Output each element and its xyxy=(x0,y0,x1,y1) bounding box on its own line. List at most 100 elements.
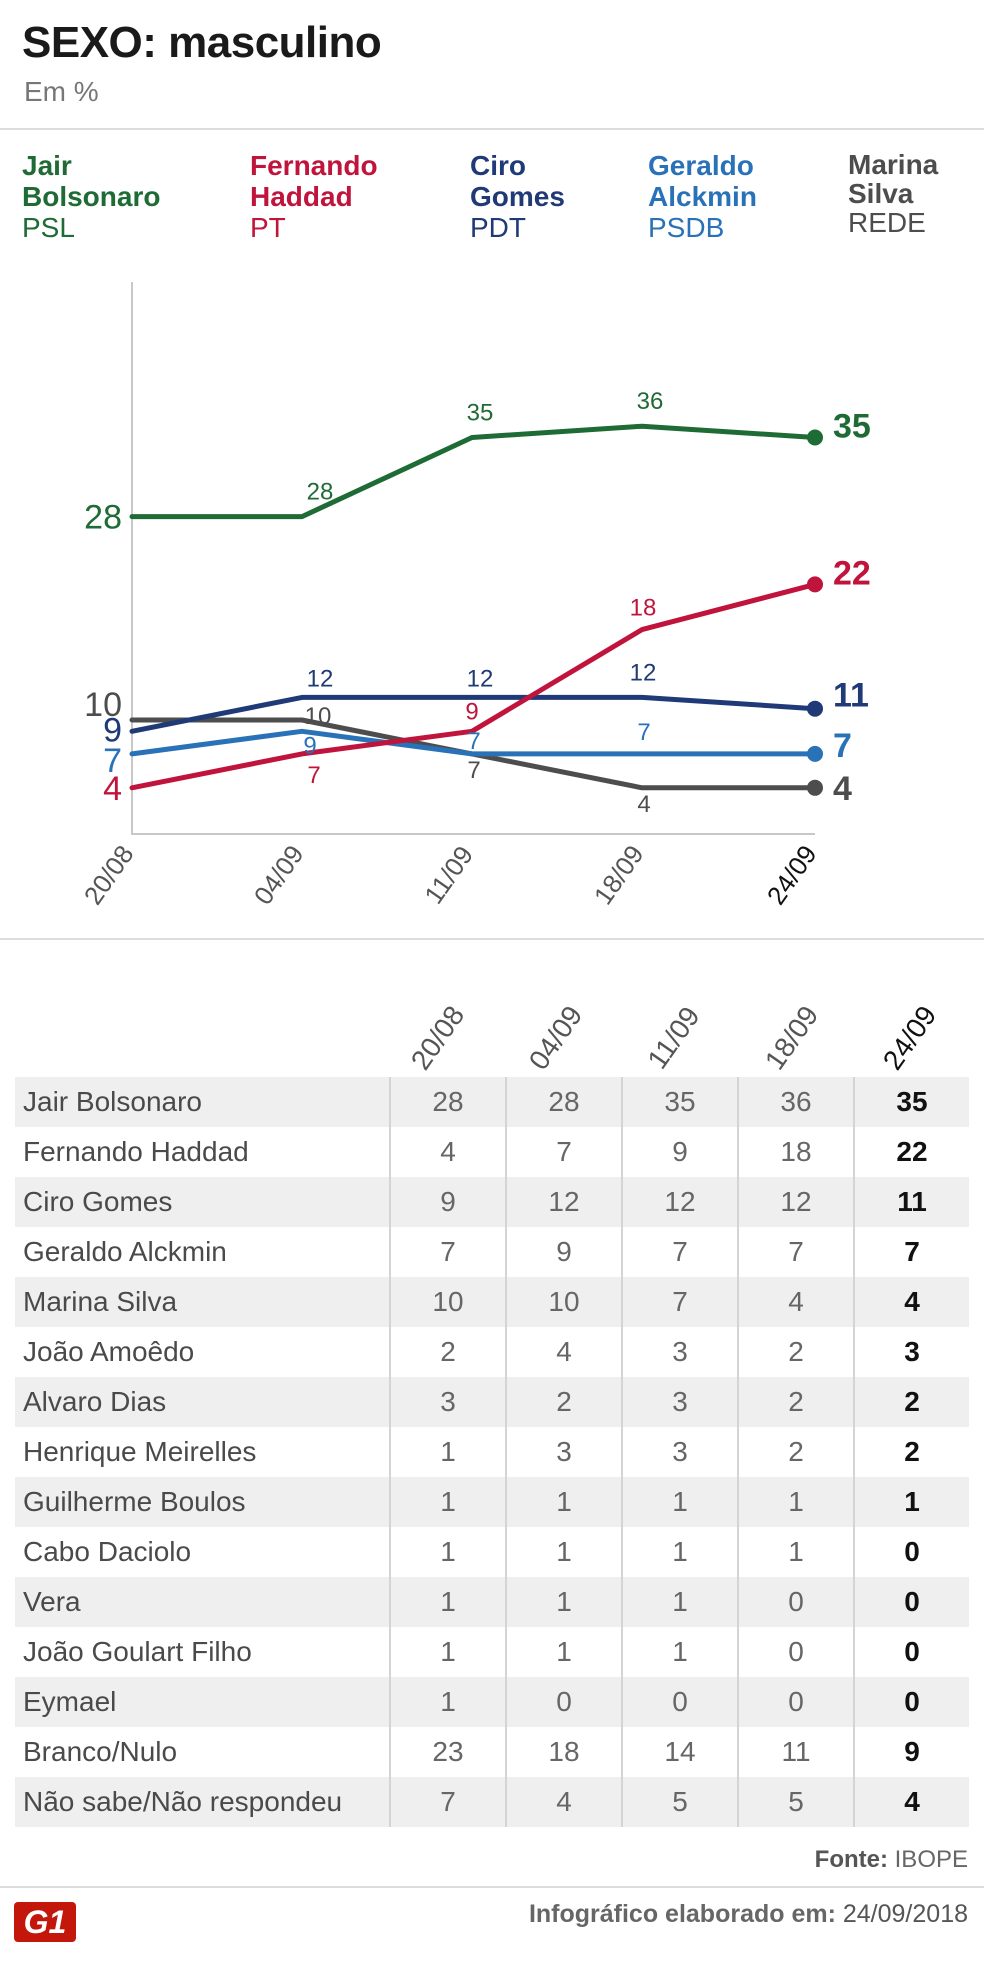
value-cell: 9 xyxy=(505,1227,622,1277)
value-cell: 10 xyxy=(505,1277,622,1327)
value-cell: 1 xyxy=(737,1527,854,1577)
value-cell: 1 xyxy=(621,1477,738,1527)
value-cell: 1 xyxy=(505,1477,622,1527)
page-title: SEXO: masculino xyxy=(22,18,382,67)
series-end-label: 22 xyxy=(833,554,871,592)
candidate-name-cell: Eymael xyxy=(15,1677,390,1727)
value-cell: 18 xyxy=(737,1127,854,1177)
legend-item-haddad: Fernando Haddad PT xyxy=(250,150,378,243)
candidate-name-cell: Marina Silva xyxy=(15,1277,390,1327)
value-cell: 3 xyxy=(621,1327,738,1377)
value-cell: 0 xyxy=(853,1527,969,1577)
value-cell: 4 xyxy=(737,1277,854,1327)
value-cell: 0 xyxy=(853,1577,969,1627)
value-cell: 0 xyxy=(737,1577,854,1627)
g1-logo: G1 xyxy=(14,1902,76,1942)
value-cell: 4 xyxy=(853,1277,969,1327)
credit-note: Infográfico elaborado em: 24/09/2018 xyxy=(528,1900,968,1928)
column-header: 04/09 xyxy=(522,1000,589,1076)
point-value-label: 35 xyxy=(467,400,494,427)
value-cell: 2 xyxy=(389,1327,506,1377)
footer-divider xyxy=(0,1886,984,1888)
chart-divider xyxy=(0,938,984,940)
value-cell: 14 xyxy=(621,1727,738,1777)
value-cell: 1 xyxy=(621,1527,738,1577)
series-end-label: 35 xyxy=(833,408,871,446)
value-cell: 2 xyxy=(853,1377,969,1427)
candidate-name-cell: Branco/Nulo xyxy=(23,1736,178,1767)
legend-item-marina: Marina Silva REDE xyxy=(848,150,938,237)
value-cell: 1 xyxy=(389,1677,506,1727)
series-start-label: 10 xyxy=(84,686,122,724)
table-row: Branco/Nulo 23 18 14 11 9 xyxy=(15,1727,969,1777)
value-cell: 1 xyxy=(737,1477,854,1527)
candidate-name-cell: Não sabe/Não respondeu xyxy=(15,1777,390,1827)
value-cell: 2 xyxy=(505,1377,622,1427)
candidate-name-cell: Guilherme Boulos xyxy=(15,1477,390,1527)
header-divider xyxy=(0,128,984,130)
value-cell: 11 xyxy=(853,1177,969,1227)
value-cell: 22 xyxy=(853,1127,969,1177)
value-cell: 0 xyxy=(505,1677,622,1727)
value-cell: 0 xyxy=(737,1627,854,1677)
legend-name: Jair Bolsonaro xyxy=(22,150,161,212)
value-cell: 1 xyxy=(505,1527,622,1577)
legend-name: Geraldo Alckmin xyxy=(648,150,757,212)
series-line xyxy=(129,423,818,520)
legend-party: PT xyxy=(250,212,286,243)
results-table: Jair Bolsonaro 28 28 35 36 35 Fernando Haddad 4… xyxy=(15,1077,969,1827)
point-value-label: 10 xyxy=(305,703,332,730)
source-note: Fonte: IBOPE xyxy=(814,1846,968,1873)
table-row: Vera 1 1 1 0 0 xyxy=(15,1577,969,1627)
value-cell: 9 xyxy=(389,1177,506,1227)
value-cell: 0 xyxy=(853,1627,969,1677)
value-cell: 9 xyxy=(621,1127,738,1177)
series-end-label: 11 xyxy=(833,677,869,715)
x-tick-label: 20/08 xyxy=(78,840,140,911)
legend-item-bolsonaro: Jair Bolsonaro PSL xyxy=(22,150,160,243)
value-cell: 5 xyxy=(621,1777,738,1827)
value-cell: 1 xyxy=(389,1627,506,1677)
value-cell: 0 xyxy=(621,1677,738,1727)
series-start-label: 9 xyxy=(103,711,122,749)
series-end-point xyxy=(807,779,823,796)
point-value-label: 28 xyxy=(307,479,334,506)
table-row: Não sabe/Não respondeu 7 4 5 5 4 xyxy=(15,1777,969,1827)
point-value-label: 12 xyxy=(307,665,334,692)
legend-name: Ciro Gomes xyxy=(470,150,565,212)
value-cell: 7 xyxy=(389,1777,506,1827)
candidate-name-cell: Cabo Daciolo xyxy=(23,1536,192,1567)
candidate-name-cell: Jair Bolsonaro xyxy=(15,1077,390,1127)
legend-name: Marina Silva xyxy=(848,149,939,209)
value-cell: 3 xyxy=(621,1427,738,1477)
point-value-label: 7 xyxy=(637,719,650,746)
value-cell: 35 xyxy=(853,1077,969,1127)
value-cell: 1 xyxy=(505,1577,622,1627)
table-row: Alvaro Dias 3 2 3 2 2 xyxy=(15,1377,969,1427)
x-tick-label: 11/09 xyxy=(418,840,479,909)
candidate-name-cell: João Goulart Filho xyxy=(23,1636,252,1667)
series-start-label: 4 xyxy=(103,770,122,808)
x-tick-label: 18/09 xyxy=(588,840,650,911)
page-subtitle: Em % xyxy=(24,76,99,107)
candidate-name-cell: Ciro Gomes xyxy=(15,1177,390,1227)
value-cell: 7 xyxy=(389,1227,506,1277)
point-value-label: 7 xyxy=(467,728,480,755)
value-cell: 4 xyxy=(505,1777,622,1827)
point-value-label: 36 xyxy=(637,388,664,415)
value-cell: 28 xyxy=(505,1077,622,1127)
table-row: João Amoêdo 2 4 3 2 3 xyxy=(15,1327,969,1377)
candidate-name-cell: Alvaro Dias xyxy=(15,1377,390,1427)
series-line xyxy=(129,728,818,757)
column-header: 20/08 xyxy=(404,1000,471,1076)
candidate-name-cell: Geraldo Alckmin xyxy=(23,1236,227,1267)
series-line xyxy=(129,581,818,791)
value-cell: 4 xyxy=(853,1777,969,1827)
value-cell: 7 xyxy=(621,1277,738,1327)
value-cell: 2 xyxy=(737,1377,854,1427)
column-header: 18/09 xyxy=(758,1000,825,1076)
series-line xyxy=(129,694,818,734)
point-value-label: 9 xyxy=(303,732,316,759)
value-cell: 1 xyxy=(853,1477,969,1527)
